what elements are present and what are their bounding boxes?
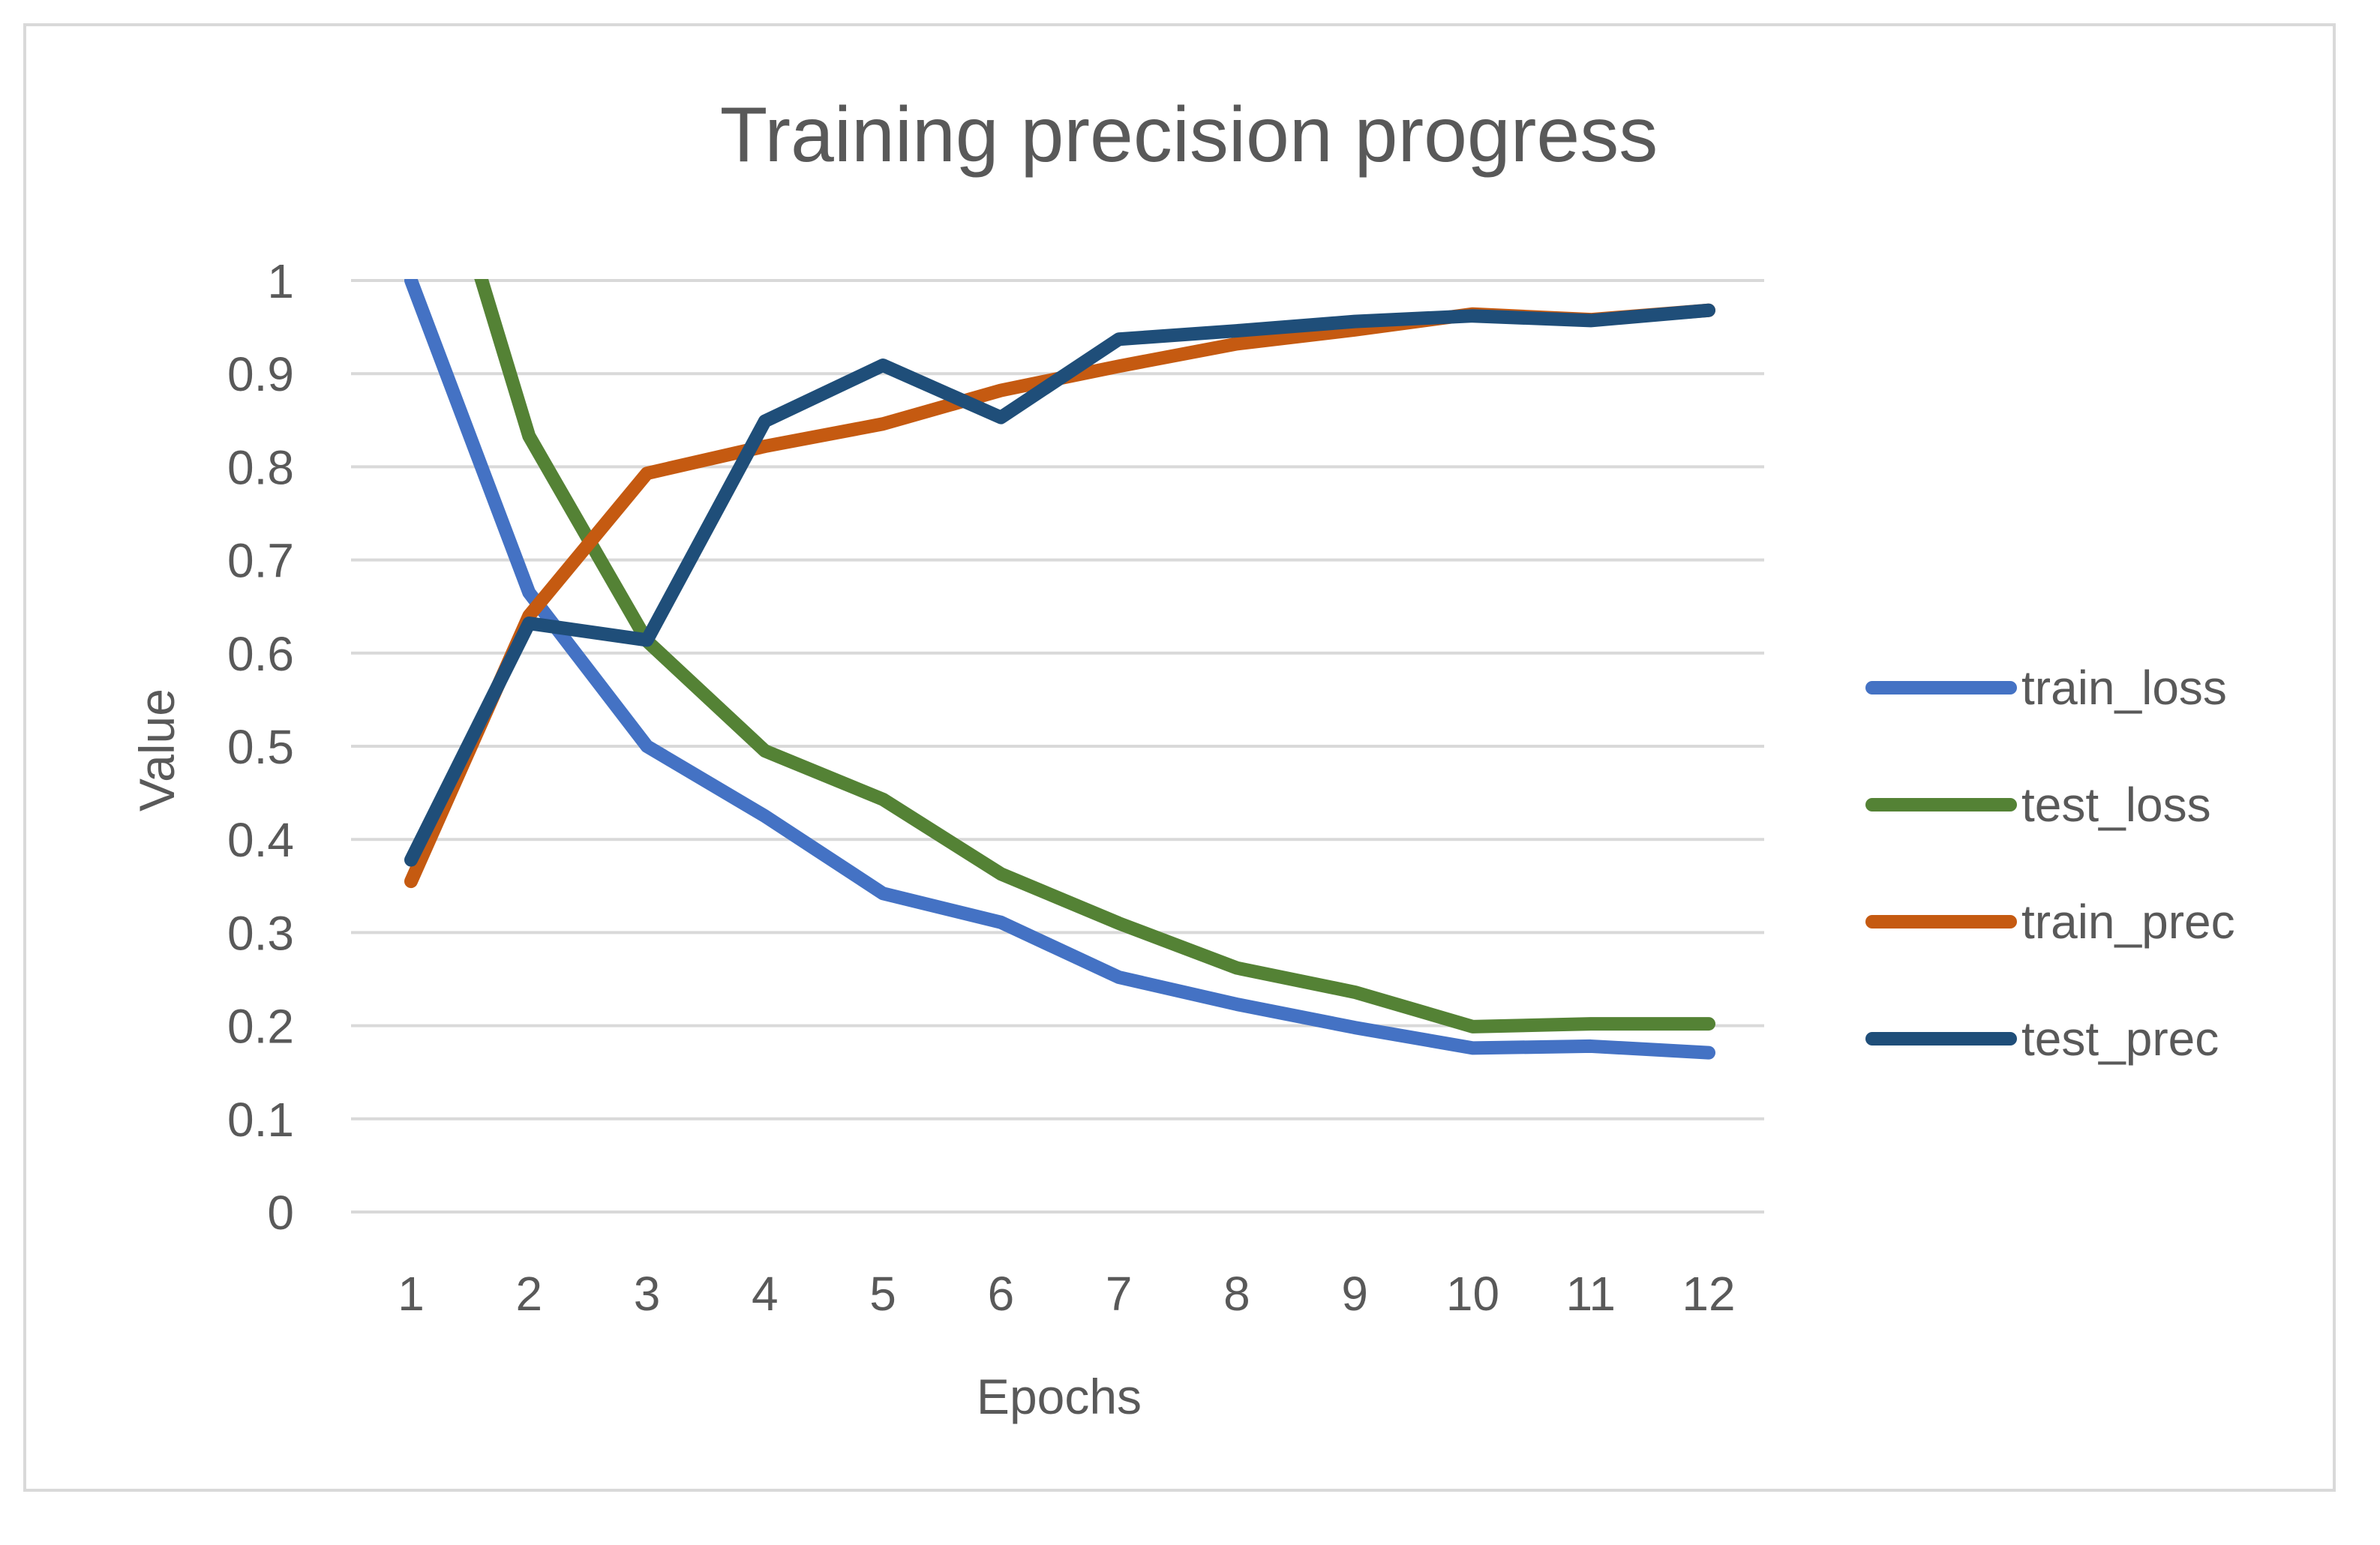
x-tick-label: 9: [1341, 1267, 1368, 1321]
x-tick-label: 5: [869, 1267, 896, 1321]
y-tick-label: 0.7: [227, 534, 294, 588]
chart-frame: [23, 23, 2336, 1492]
series-lines: [404, 279, 1715, 1060]
y-tick-label: 1: [267, 254, 294, 308]
legend-label-train-loss: train_loss: [2021, 661, 2227, 715]
series-line-train-loss: [404, 279, 1715, 1060]
series-line-test-loss: [474, 279, 1715, 1034]
x-tick-label: 6: [988, 1267, 1015, 1321]
y-tick-label: 0.3: [227, 906, 294, 960]
x-tick-label: 1: [398, 1267, 425, 1321]
y-tick-label: 0.8: [227, 440, 294, 494]
y-tick-label: 0: [267, 1186, 294, 1240]
y-tick-label: 0.6: [227, 627, 294, 681]
y-tick-label: 0.4: [227, 813, 294, 867]
x-tick-label: 12: [1682, 1267, 1735, 1321]
chart-title: Training precision progress: [720, 92, 1658, 178]
y-tick-label: 0.1: [227, 1093, 294, 1147]
x-axis-label: Epochs: [977, 1369, 1142, 1424]
y-tick-label: 0.5: [227, 720, 294, 774]
x-axis-ticks: 1 2 3 4 5 6 7 8 9 10 11 12: [398, 1267, 1735, 1321]
x-tick-label: 4: [752, 1267, 779, 1321]
series-line-train-prec: [404, 303, 1715, 889]
x-tick-label: 3: [634, 1267, 661, 1321]
x-tick-label: 2: [515, 1267, 542, 1321]
legend-label-train-prec: train_prec: [2021, 895, 2235, 949]
y-tick-label: 0.9: [227, 347, 294, 401]
series-line-test-prec: [404, 303, 1715, 867]
x-tick-label: 7: [1106, 1267, 1133, 1321]
legend-label-test-prec: test_prec: [2021, 1012, 2219, 1066]
y-tick-label: 0.2: [227, 1000, 294, 1054]
x-tick-label: 8: [1223, 1267, 1250, 1321]
y-axis-ticks: 0 0.1 0.2 0.3 0.4 0.5 0.6 0.7 0.8 0.9 1: [227, 254, 294, 1240]
x-tick-label: 10: [1446, 1267, 1499, 1321]
gridlines: [351, 279, 1764, 1214]
legend-label-test-loss: test_loss: [2021, 778, 2211, 832]
x-tick-label: 11: [1566, 1267, 1616, 1321]
y-axis-label: Value: [129, 688, 185, 812]
legend: train_loss test_loss train_prec test_prec: [1865, 661, 2235, 1066]
